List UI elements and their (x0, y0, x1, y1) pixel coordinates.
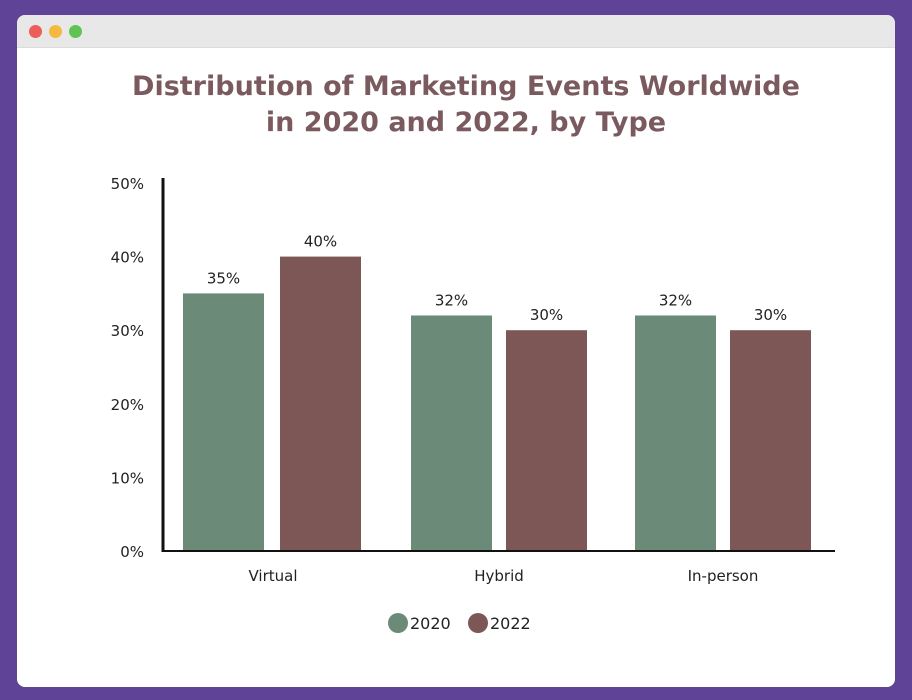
chart-title-line-2: in 2020 and 2022, by Type (266, 107, 666, 138)
maximize-icon[interactable] (69, 25, 82, 38)
bar-2022-in-person (730, 330, 811, 551)
y-tick-label: 50% (111, 175, 144, 193)
x-tick-label: In-person (688, 567, 759, 585)
data-label: 40% (304, 233, 337, 251)
bar-2020-virtual (183, 293, 264, 551)
title-bar (17, 15, 895, 48)
bar-2020-in-person (635, 315, 716, 551)
bar-2022-hybrid (506, 330, 587, 551)
y-tick-label: 10% (111, 469, 144, 487)
legend-swatch-2020 (388, 613, 408, 633)
data-label: 32% (435, 291, 468, 309)
y-tick-label: 30% (111, 322, 144, 340)
x-tick-label: Virtual (248, 567, 297, 585)
data-label: 35% (207, 269, 240, 287)
y-tick-label: 0% (120, 543, 144, 561)
chart-title-line-1: Distribution of Marketing Events Worldwi… (132, 71, 800, 102)
close-icon[interactable] (29, 25, 42, 38)
legend-label: 2022 (490, 614, 531, 633)
data-label: 30% (530, 306, 563, 324)
bar-2022-virtual (280, 256, 361, 551)
y-tick-label: 40% (111, 249, 144, 267)
y-tick-label: 20% (111, 396, 144, 414)
minimize-icon[interactable] (49, 25, 62, 38)
data-label: 32% (659, 291, 692, 309)
data-label: 30% (754, 306, 787, 324)
bar-2020-hybrid (411, 315, 492, 551)
legend-swatch-2022 (468, 613, 488, 633)
legend-label: 2020 (410, 614, 451, 633)
x-tick-label: Hybrid (474, 567, 524, 585)
